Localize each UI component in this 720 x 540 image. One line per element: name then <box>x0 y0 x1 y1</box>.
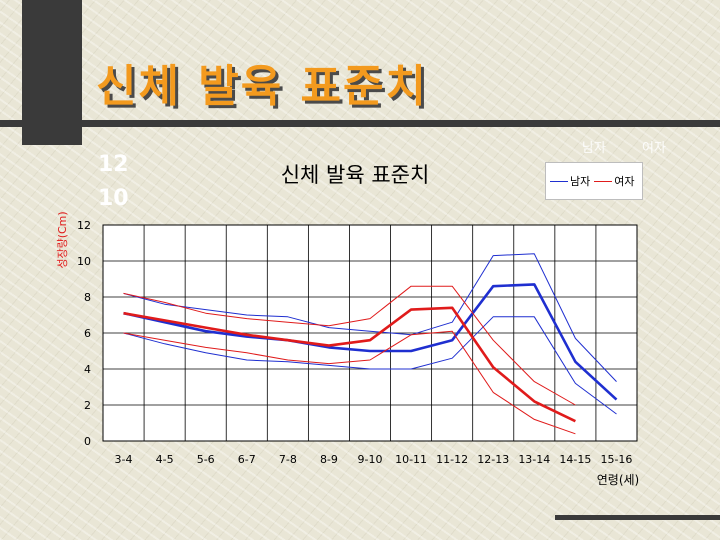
x-tick-label: 15-16 <box>600 453 632 466</box>
x-axis-label: 연령(세) <box>597 473 639 487</box>
legend-label: 여자 <box>614 175 635 188</box>
series-line-female-upper <box>123 285 576 406</box>
y-tick-label: 8 <box>84 291 91 304</box>
series-line-female-lower <box>123 330 576 435</box>
x-tick-label: 8-9 <box>320 453 338 466</box>
chart-title: 신체 발육 표준치 <box>281 163 430 187</box>
x-tick-label: 6-7 <box>238 453 256 466</box>
x-tick-label: 10-11 <box>395 453 427 466</box>
y-tick-label: 4 <box>84 363 91 376</box>
footer-divider-line <box>555 515 720 520</box>
legend-swatch <box>550 180 568 182</box>
x-tick-label: 3-4 <box>115 453 133 466</box>
series-line-female-mean <box>123 306 576 423</box>
x-tick-label: 9-10 <box>358 453 383 466</box>
y-tick-label: 12 <box>77 219 91 232</box>
y-axis-label: 성장량(Cm) <box>56 211 69 268</box>
faint-number-label: 10 <box>98 186 129 211</box>
slide-title: 신체 발육 표준치 <box>96 61 428 112</box>
x-tick-label: 7-8 <box>279 453 297 466</box>
legend-item-female: 여자 <box>594 173 635 189</box>
y-tick-label: 0 <box>84 435 91 448</box>
series-line-male-mean <box>123 283 618 401</box>
series-line-male-upper <box>123 253 617 382</box>
y-tick-label: 10 <box>77 255 91 268</box>
chart-legend: 남자 여자 <box>545 162 643 200</box>
legend-item-male: 남자 <box>550 173 590 189</box>
legend-swatch <box>594 180 613 182</box>
x-tick-label: 14-15 <box>559 453 591 466</box>
x-tick-label: 13-14 <box>518 453 550 466</box>
x-tick-label: 4-5 <box>156 453 174 466</box>
faint-number-label: 12 <box>98 152 129 177</box>
y-tick-label: 6 <box>84 327 91 340</box>
faint-legend-label: 남자 <box>582 141 606 156</box>
legend-label: 남자 <box>570 175 591 188</box>
series-line-male-lower <box>123 316 617 415</box>
x-tick-label: 12-13 <box>477 453 509 466</box>
y-tick-label: 2 <box>84 399 91 412</box>
x-tick-label: 5-6 <box>197 453 215 466</box>
title-divider-line <box>0 120 720 127</box>
faint-legend-label: 여자 <box>642 141 666 156</box>
x-tick-label: 11-12 <box>436 453 468 466</box>
